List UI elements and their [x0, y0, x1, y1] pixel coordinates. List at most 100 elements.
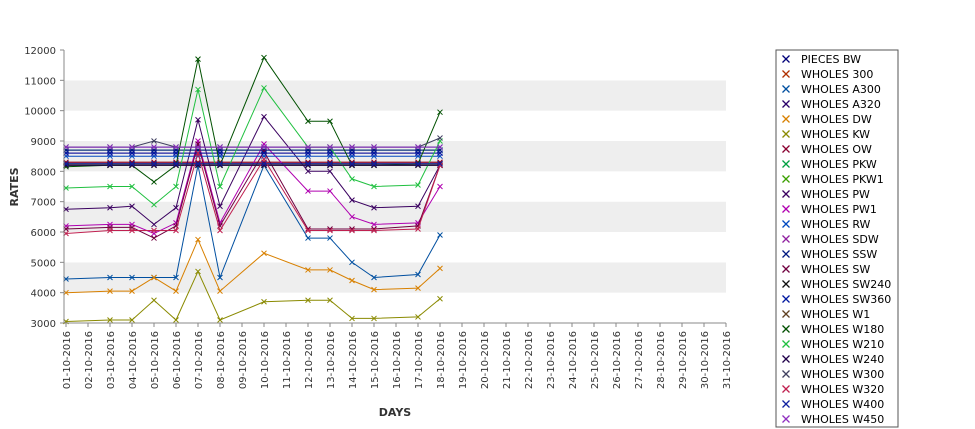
data-point-marker	[261, 150, 267, 156]
legend-marker	[782, 130, 790, 138]
legend-marker	[782, 145, 790, 153]
data-point-marker	[415, 271, 421, 278]
legend-marker	[782, 250, 790, 258]
legend-item: WHOLES 300	[782, 68, 873, 81]
x-tick-label: 10-10-2016	[260, 331, 271, 389]
data-point-marker	[305, 168, 311, 175]
legend-item: WHOLES W240	[782, 353, 884, 366]
x-tick-label: 28-10-2016	[656, 331, 667, 389]
data-point-marker	[415, 285, 421, 291]
data-point-marker	[195, 236, 201, 243]
data-point-marker	[217, 183, 223, 190]
x-axis-ticks: 01-10-2016 02-10-2016 03-10-2016 04-10-2016…	[62, 323, 733, 389]
x-tick-label: 09-10-2016	[238, 331, 249, 389]
x-tick-label: 12-10-2016	[304, 331, 315, 389]
data-point-marker	[261, 54, 267, 61]
data-point-marker	[437, 150, 443, 156]
data-point-marker	[349, 213, 355, 220]
legend-item: WHOLES SSW	[782, 248, 877, 261]
y-tick-label: 3000	[31, 319, 56, 330]
data-point-marker	[195, 144, 201, 150]
data-point-marker	[217, 144, 223, 150]
legend-label: WHOLES SW360	[801, 293, 891, 306]
x-tick-label: 16-10-2016	[392, 331, 403, 389]
legend-item: WHOLES SW240	[782, 278, 891, 291]
legend-item: WHOLES A320	[782, 98, 881, 111]
grid-band	[64, 292, 726, 323]
legend-item: WHOLES W300	[782, 368, 884, 381]
y-tick-label: 5000	[31, 258, 56, 269]
data-point-marker	[349, 144, 355, 150]
legend-marker	[782, 235, 790, 243]
data-point-marker	[151, 160, 157, 167]
series	[63, 150, 443, 237]
x-tick-label: 14-10-2016	[348, 331, 359, 389]
legend-label: WHOLES DW	[801, 113, 872, 126]
series	[63, 268, 443, 325]
data-point-marker	[415, 314, 421, 320]
data-point-marker	[107, 150, 113, 156]
data-point-marker	[129, 144, 135, 150]
data-point-marker	[437, 232, 443, 238]
series-line	[65, 115, 441, 226]
data-point-marker	[415, 144, 421, 150]
data-point-marker	[151, 144, 157, 150]
legend-marker	[782, 205, 790, 213]
data-point-marker	[151, 179, 157, 185]
y-axis-ticks: 3000 4000 5000 6000 7000 8000 9000 10000 11000 12…	[24, 46, 64, 330]
data-point-marker	[151, 221, 157, 228]
data-point-marker	[129, 227, 135, 234]
data-point-marker	[305, 267, 311, 273]
data-point-marker	[415, 182, 421, 188]
legend-label: WHOLES A320	[801, 98, 881, 111]
data-point-marker	[151, 297, 157, 304]
y-tick-label: 8000	[31, 167, 56, 178]
data-point-marker	[371, 204, 377, 211]
x-tick-label: 24-10-2016	[568, 331, 579, 389]
legend-label: WHOLES 300	[801, 68, 873, 81]
legend-item: WHOLES W400	[782, 398, 884, 411]
data-point-marker	[371, 227, 377, 234]
legend-label: WHOLES SSW	[801, 248, 877, 261]
legend-item: WHOLES PKW1	[782, 173, 884, 186]
data-point-marker	[349, 160, 355, 167]
series-line	[65, 139, 441, 235]
data-point-marker	[437, 183, 443, 190]
data-point-marker	[173, 160, 179, 167]
data-point-marker	[173, 204, 179, 211]
data-point-marker	[371, 274, 377, 281]
data-point-marker	[349, 227, 355, 234]
grid-band	[64, 232, 726, 263]
data-point-marker	[173, 227, 179, 234]
x-tick-label: 21-10-2016	[502, 331, 513, 389]
x-tick-label: 11-10-2016	[282, 331, 293, 389]
x-tick-label: 23-10-2016	[546, 331, 557, 389]
series	[63, 85, 443, 208]
legend-label: WHOLES W400	[801, 398, 884, 411]
legend-item: WHOLES SW	[782, 263, 870, 276]
x-tick-label: 06-10-2016	[172, 331, 183, 389]
x-axis-title: DAYS	[379, 406, 412, 419]
data-point-marker	[305, 235, 311, 241]
legend-marker	[782, 160, 790, 168]
legend-marker	[782, 100, 790, 108]
data-point-marker	[217, 288, 223, 295]
data-point-marker	[371, 183, 377, 190]
data-point-marker	[195, 150, 201, 156]
data-point-marker	[195, 268, 201, 275]
data-point-marker	[327, 150, 333, 156]
legend-item: WHOLES W450	[782, 413, 884, 426]
x-tick-label: 08-10-2016	[216, 331, 227, 389]
series-line	[65, 270, 441, 322]
x-tick-label: 26-10-2016	[612, 331, 623, 389]
x-tick-label: 13-10-2016	[326, 331, 337, 389]
series-line	[65, 86, 441, 206]
legend-label: WHOLES W240	[801, 353, 884, 366]
legend-label: WHOLES OW	[801, 143, 872, 156]
data-point-marker	[107, 274, 113, 281]
y-axis-title: RATES	[8, 167, 21, 206]
data-point-marker	[217, 274, 223, 281]
data-point-marker	[305, 118, 311, 125]
legend-marker	[782, 385, 790, 393]
